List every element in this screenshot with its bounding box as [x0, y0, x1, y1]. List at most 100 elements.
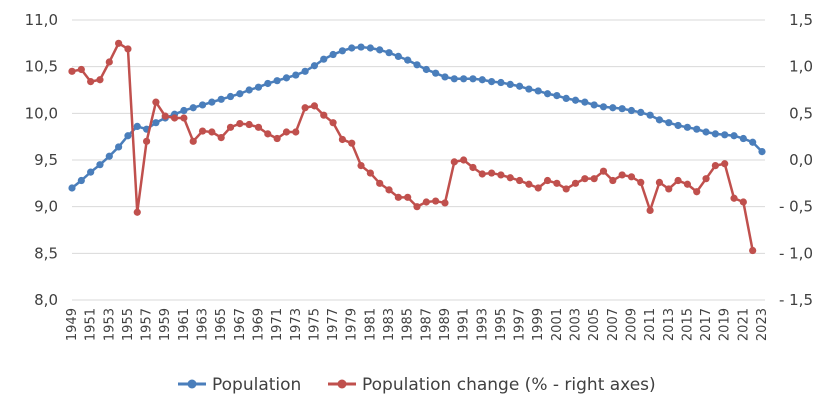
population-point: [105, 152, 113, 160]
population-point: [376, 46, 384, 54]
population-point: [525, 85, 533, 93]
population-change-point: [432, 197, 440, 205]
population-point: [254, 83, 263, 91]
population-change-point: [366, 169, 374, 177]
population-point: [124, 132, 132, 140]
legend-marker-population: [187, 379, 197, 389]
x-tick-label: 1953: [102, 308, 117, 341]
population-point: [515, 82, 524, 90]
population-point: [385, 49, 393, 57]
population-point: [711, 130, 719, 138]
population-point: [590, 101, 598, 109]
x-tick-label: 2017: [699, 308, 714, 341]
x-tick-label: 1975: [307, 308, 322, 341]
population-change-point: [217, 134, 225, 142]
x-tick-label: 1965: [214, 308, 229, 341]
left-tick-label: 9,5: [34, 151, 58, 169]
population-point: [665, 119, 673, 127]
population-change-point: [292, 128, 300, 136]
population-change-point: [133, 208, 141, 216]
population-change-point: [142, 137, 151, 145]
population-point: [301, 67, 309, 75]
x-tick-label: 2009: [624, 308, 639, 341]
x-tick-label: 1977: [326, 308, 341, 341]
population-point: [627, 106, 636, 115]
population-change-point: [646, 206, 654, 214]
population-change-point: [329, 119, 337, 127]
population-change-point: [413, 203, 421, 211]
population-point: [282, 74, 291, 82]
x-tick-label: 2019: [718, 308, 733, 341]
population-point: [338, 47, 347, 55]
population-point: [245, 86, 253, 94]
x-axis: 1949 1951 1953 1955 1957 1959 1961 1963 1965 1967…: [65, 308, 770, 341]
population-point: [702, 128, 710, 136]
population-point: [310, 62, 319, 70]
x-tick-label: 1955: [121, 308, 136, 341]
population-change-point: [609, 176, 617, 185]
x-tick-label: 1985: [401, 308, 416, 341]
population-change-point: [105, 58, 113, 66]
x-tick-label: 1971: [270, 308, 285, 341]
population-change-point: [208, 128, 216, 136]
population-change-point: [320, 111, 328, 119]
x-tick-label: 2001: [550, 308, 565, 341]
population-change-point: [68, 67, 76, 75]
population-point: [357, 43, 365, 51]
population-point: [68, 184, 76, 192]
population-change-point: [534, 184, 542, 192]
left-tick-label: 9,0: [34, 198, 58, 216]
x-tick-label: 1999: [531, 308, 546, 341]
population-point: [115, 143, 123, 151]
population-point: [96, 161, 104, 169]
population-change-point: [115, 39, 123, 47]
population-point: [441, 73, 449, 81]
population-change-point: [282, 128, 291, 136]
population-point: [637, 108, 645, 116]
population-change-point: [599, 167, 608, 175]
population-change-point: [655, 178, 664, 186]
x-tick-label: 1957: [140, 308, 155, 341]
population-point: [413, 61, 421, 69]
population-change-point: [702, 175, 710, 183]
x-tick-label: 1969: [251, 308, 266, 341]
population-point: [208, 98, 216, 106]
population-point: [478, 76, 486, 84]
population-change-point: [637, 178, 645, 186]
population-change-point: [87, 78, 95, 86]
population-change-point: [180, 114, 188, 122]
population-point: [217, 95, 225, 103]
population-change-point: [170, 114, 179, 122]
population-change-point: [264, 130, 272, 138]
population-point: [273, 77, 281, 85]
x-tick-label: 2021: [736, 308, 751, 341]
population-point: [292, 71, 300, 79]
population-change-point: [376, 179, 384, 187]
x-tick-label: 1967: [233, 308, 248, 341]
population-change-point: [385, 186, 393, 194]
x-tick-label: 1949: [65, 308, 80, 341]
population-point: [394, 52, 402, 61]
x-tick-label: 2007: [606, 308, 621, 341]
x-tick-label: 1989: [438, 308, 453, 341]
x-tick-label: 1993: [475, 308, 490, 341]
population-change-point: [497, 171, 505, 179]
right-tick-label: - 0,5: [779, 198, 813, 216]
right-y-axis: - 1,5 - 1,0 - 0,5 0,0 0,5 1,0 1,5: [779, 11, 813, 309]
population-point: [581, 98, 589, 106]
population-change-point: [124, 45, 132, 53]
left-tick-label: 10,5: [25, 58, 58, 76]
x-tick-label: 1979: [345, 308, 360, 341]
x-tick-label: 1981: [363, 308, 378, 341]
population-change-point: [618, 171, 626, 179]
population-change-point: [543, 176, 552, 185]
population-change-point: [198, 127, 207, 135]
population-change-point: [450, 158, 458, 166]
population-point: [609, 104, 617, 112]
population-change-point: [506, 174, 514, 182]
population-point: [730, 132, 738, 140]
population-point: [432, 69, 440, 77]
population-change-point: [161, 112, 169, 120]
population-change-point: [310, 102, 319, 110]
